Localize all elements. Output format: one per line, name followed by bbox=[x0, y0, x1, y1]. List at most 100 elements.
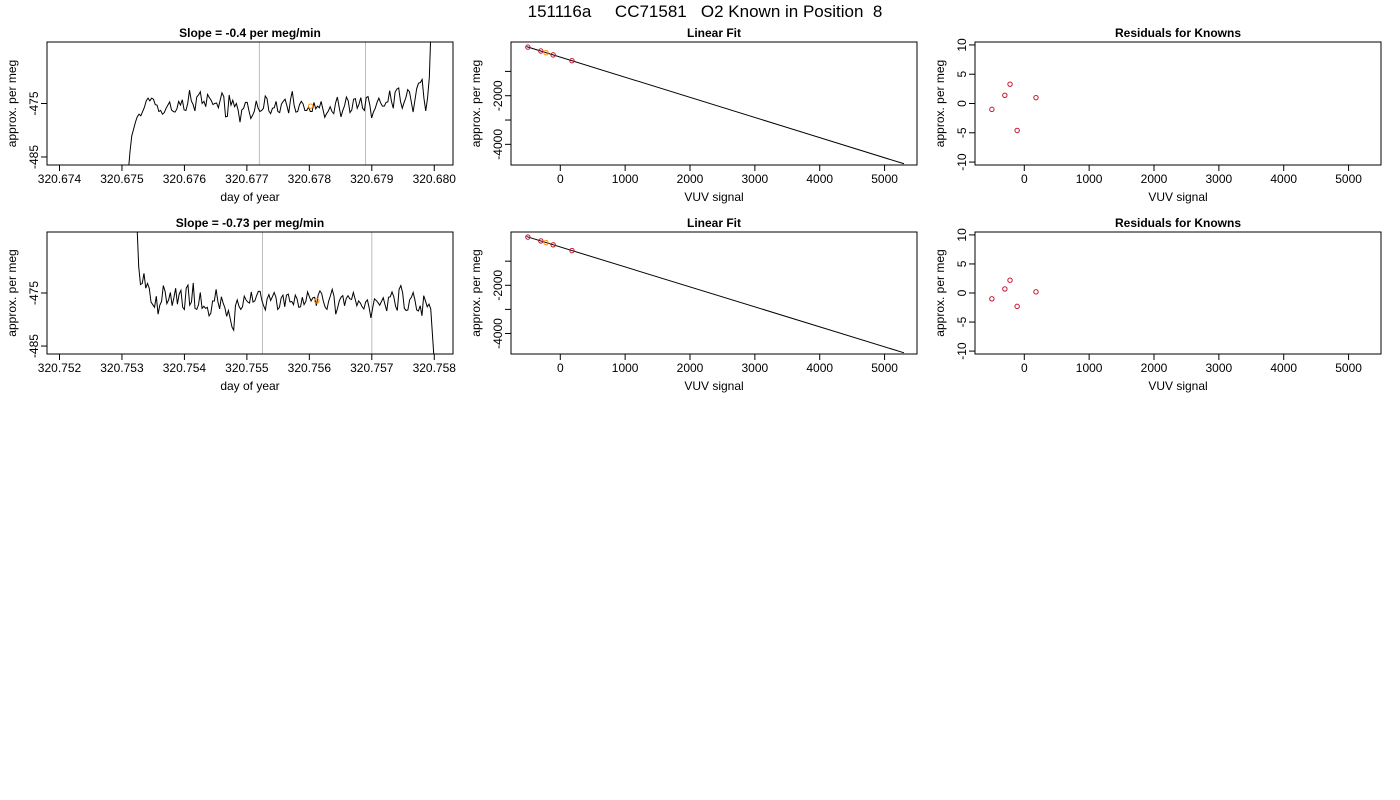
data-point bbox=[543, 49, 549, 56]
panel-title: Slope = -0.4 per meg/min bbox=[179, 26, 321, 40]
x-tick-label: 320.755 bbox=[225, 361, 269, 375]
panel-residuals-2: Residuals for Knowns 0 1000 2000 3000 4000 500… bbox=[933, 216, 1382, 393]
x-tick-label: 4000 bbox=[1270, 172, 1297, 186]
x-tick-label: 2000 bbox=[677, 172, 704, 186]
x-tick-label: 3000 bbox=[742, 361, 769, 375]
x-tick-label: 5000 bbox=[871, 361, 898, 375]
x-tick-label: 4000 bbox=[806, 172, 833, 186]
data-point bbox=[1007, 277, 1013, 283]
plot-frame bbox=[974, 231, 1382, 355]
panel-title: Linear Fit bbox=[687, 26, 741, 40]
x-tick-label: 320.757 bbox=[350, 361, 394, 375]
plot-frame bbox=[974, 41, 1382, 166]
x-tick-label: 320.676 bbox=[163, 172, 207, 186]
x-tick-label: 320.675 bbox=[100, 172, 144, 186]
y-tick-label: -10 bbox=[955, 342, 969, 360]
y-axis-label: approx. per meg bbox=[469, 60, 483, 147]
y-tick-label: -10 bbox=[955, 153, 969, 171]
x-axis-label: VUV signal bbox=[1148, 379, 1207, 393]
x-tick-label: 320.680 bbox=[413, 172, 457, 186]
panel-title: Residuals for Knowns bbox=[1115, 26, 1241, 40]
y-tick-label: -475 bbox=[27, 91, 41, 115]
x-axis-label: VUV signal bbox=[684, 190, 743, 204]
y-tick-label: 0 bbox=[955, 289, 969, 296]
x-tick-label: 1000 bbox=[1076, 361, 1103, 375]
x-tick-label: 4000 bbox=[806, 361, 833, 375]
plot-area bbox=[128, 42, 432, 165]
x-tick-label: 2000 bbox=[1141, 361, 1168, 375]
data-point bbox=[550, 242, 556, 248]
data-point bbox=[1033, 94, 1039, 101]
data-point bbox=[1002, 92, 1008, 99]
data-point bbox=[1014, 127, 1020, 134]
data-point bbox=[989, 296, 995, 302]
x-tick-label: 3000 bbox=[1206, 172, 1233, 186]
x-tick-label: 320.754 bbox=[163, 361, 207, 375]
x-axis-label: day of year bbox=[220, 190, 279, 204]
panel-linear-fit-1: Linear Fit 0 1000 2000 3000 4000 5000 VUV signa… bbox=[469, 26, 918, 204]
plot-area bbox=[989, 81, 1039, 134]
x-axis-label: day of year bbox=[220, 379, 279, 393]
plot-frame bbox=[510, 231, 918, 355]
x-tick-label: 1000 bbox=[612, 361, 639, 375]
data-point bbox=[538, 238, 544, 244]
y-tick-label: 5 bbox=[955, 260, 969, 267]
panel-drift-2: Slope = -0.73 per meg/min 320.752 320.753 3… bbox=[5, 216, 456, 393]
x-tick-label: 1000 bbox=[612, 172, 639, 186]
y-tick-label: 0 bbox=[955, 100, 969, 107]
fit-line bbox=[526, 46, 905, 165]
data-point bbox=[1007, 81, 1013, 87]
panel-drift-1: Slope = -0.4 per meg/min 320.674 320.675 32… bbox=[5, 26, 457, 204]
panel-linear-fit-2: Linear Fit 0 1000 2000 3000 4000 5000 VUV signa… bbox=[469, 216, 918, 393]
series-line bbox=[128, 42, 432, 165]
x-tick-label: 320.753 bbox=[100, 361, 144, 375]
plot-area bbox=[525, 44, 905, 165]
panel-title: Residuals for Knowns bbox=[1115, 216, 1241, 230]
data-point bbox=[525, 234, 531, 240]
y-axis-label: approx. per meg bbox=[933, 249, 947, 336]
x-tick-label: 5000 bbox=[871, 172, 898, 186]
y-tick-label: 10 bbox=[955, 228, 969, 242]
series-line bbox=[136, 232, 435, 354]
y-tick-label: -485 bbox=[27, 334, 41, 358]
x-tick-label: 320.679 bbox=[350, 172, 394, 186]
y-tick-label: 5 bbox=[955, 71, 969, 78]
x-tick-label: 3000 bbox=[1206, 361, 1233, 375]
x-tick-label: 0 bbox=[557, 361, 564, 375]
data-point bbox=[550, 52, 556, 58]
x-tick-label: 1000 bbox=[1076, 172, 1103, 186]
y-tick-label: -5 bbox=[955, 127, 969, 138]
data-point bbox=[314, 298, 320, 304]
panel-title: Slope = -0.73 per meg/min bbox=[176, 216, 324, 230]
y-tick-label: 10 bbox=[955, 38, 969, 52]
data-point bbox=[1014, 303, 1020, 310]
y-tick-label: -2000 bbox=[491, 80, 505, 111]
y-tick-label: -5 bbox=[955, 316, 969, 327]
x-tick-label: 0 bbox=[1021, 172, 1028, 186]
plot-area bbox=[989, 277, 1039, 310]
x-tick-label: 0 bbox=[557, 172, 564, 186]
x-axis-label: VUV signal bbox=[684, 379, 743, 393]
figure-title: 151116a CC71581 O2 Known in Position 8 bbox=[528, 2, 883, 21]
y-tick-label: -475 bbox=[27, 281, 41, 305]
x-tick-label: 2000 bbox=[677, 361, 704, 375]
plot-area bbox=[525, 234, 905, 354]
x-tick-label: 320.677 bbox=[225, 172, 269, 186]
x-tick-label: 5000 bbox=[1335, 361, 1362, 375]
y-axis-label: approx. per meg bbox=[5, 60, 19, 147]
x-tick-label: 2000 bbox=[1141, 172, 1168, 186]
fit-line bbox=[526, 236, 905, 354]
plot-frame bbox=[510, 41, 918, 166]
plot-frame bbox=[46, 231, 454, 355]
y-axis-label: approx. per meg bbox=[933, 60, 947, 147]
data-point bbox=[307, 103, 314, 109]
x-tick-label: 5000 bbox=[1335, 172, 1362, 186]
y-axis-label: approx. per meg bbox=[5, 249, 19, 336]
x-tick-label: 320.752 bbox=[38, 361, 82, 375]
x-axis-label: VUV signal bbox=[1148, 190, 1207, 204]
data-point bbox=[1033, 289, 1039, 295]
panel-title: Linear Fit bbox=[687, 216, 741, 230]
data-point bbox=[525, 44, 531, 50]
data-point bbox=[1002, 286, 1008, 292]
